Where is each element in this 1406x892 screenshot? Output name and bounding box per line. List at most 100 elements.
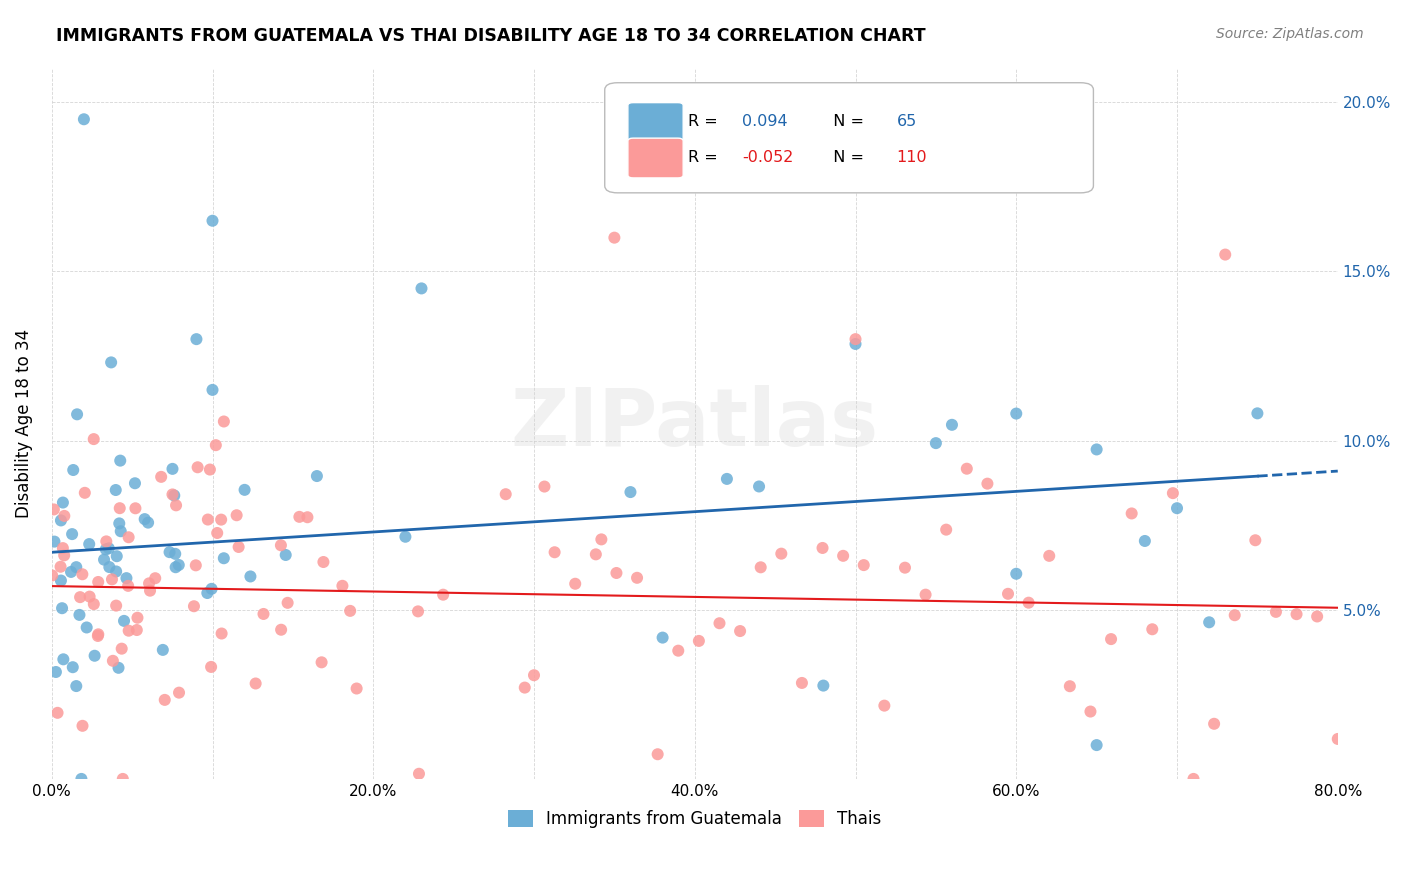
Point bbox=[1005, 566, 1028, 581]
Point bbox=[1182, 772, 1205, 786]
Point bbox=[165, 547, 187, 561]
Point bbox=[107, 661, 129, 675]
Point bbox=[956, 461, 979, 475]
Point bbox=[233, 483, 256, 497]
Point bbox=[165, 560, 187, 574]
Point bbox=[73, 485, 96, 500]
Point bbox=[651, 631, 673, 645]
Point bbox=[60, 527, 83, 541]
Point bbox=[925, 436, 948, 450]
Point bbox=[41, 568, 63, 582]
Text: Source: ZipAtlas.com: Source: ZipAtlas.com bbox=[1216, 27, 1364, 41]
Point bbox=[167, 686, 190, 700]
Point bbox=[914, 588, 936, 602]
Point bbox=[93, 552, 115, 566]
Point bbox=[935, 523, 957, 537]
Point bbox=[274, 548, 297, 562]
Point bbox=[105, 599, 128, 613]
Point bbox=[211, 626, 233, 640]
Point bbox=[277, 596, 299, 610]
Legend: Immigrants from Guatemala, Thais: Immigrants from Guatemala, Thais bbox=[502, 803, 889, 835]
Point bbox=[49, 513, 72, 527]
Point bbox=[66, 407, 89, 421]
Point bbox=[44, 534, 66, 549]
Point bbox=[77, 537, 100, 551]
Point bbox=[748, 479, 770, 493]
Point bbox=[72, 719, 94, 733]
Point bbox=[52, 541, 75, 555]
Point bbox=[495, 487, 517, 501]
Point bbox=[117, 530, 139, 544]
Point bbox=[159, 545, 181, 559]
Point bbox=[1264, 605, 1286, 619]
Point bbox=[1213, 247, 1236, 261]
Point bbox=[167, 558, 190, 572]
Point bbox=[62, 463, 84, 477]
Point bbox=[332, 579, 354, 593]
Point bbox=[1223, 608, 1246, 623]
Point bbox=[603, 230, 626, 244]
Point bbox=[564, 576, 586, 591]
Point bbox=[73, 112, 96, 127]
Point bbox=[97, 541, 120, 556]
Point bbox=[666, 643, 689, 657]
Point bbox=[432, 588, 454, 602]
Point bbox=[94, 542, 117, 557]
Point bbox=[96, 534, 118, 549]
Point bbox=[201, 383, 224, 397]
FancyBboxPatch shape bbox=[605, 83, 1094, 193]
Point bbox=[1204, 716, 1226, 731]
Point bbox=[709, 616, 731, 631]
FancyBboxPatch shape bbox=[628, 103, 683, 143]
Point bbox=[941, 417, 963, 432]
Point bbox=[533, 479, 555, 493]
Point bbox=[312, 555, 335, 569]
Point bbox=[1244, 533, 1267, 548]
Point bbox=[1142, 622, 1164, 636]
Point bbox=[117, 579, 139, 593]
Point bbox=[46, 706, 69, 720]
Point bbox=[87, 627, 110, 641]
Point bbox=[70, 772, 93, 786]
Point bbox=[184, 558, 207, 573]
Point bbox=[53, 549, 76, 563]
Point bbox=[1018, 596, 1040, 610]
Point bbox=[198, 462, 221, 476]
Point bbox=[591, 533, 613, 547]
Point bbox=[305, 469, 328, 483]
Point bbox=[112, 614, 135, 628]
Point bbox=[197, 512, 219, 526]
Point bbox=[288, 509, 311, 524]
Point bbox=[605, 566, 627, 580]
Point bbox=[201, 213, 224, 227]
Point bbox=[49, 559, 72, 574]
Point bbox=[152, 643, 174, 657]
Point bbox=[1285, 607, 1308, 622]
Point bbox=[83, 597, 105, 611]
Point bbox=[394, 530, 416, 544]
Point bbox=[406, 604, 429, 618]
Point bbox=[143, 571, 166, 585]
Point bbox=[813, 679, 835, 693]
Point bbox=[52, 495, 75, 509]
Point bbox=[110, 453, 132, 467]
Text: IMMIGRANTS FROM GUATEMALA VS THAI DISABILITY AGE 18 TO 34 CORRELATION CHART: IMMIGRANTS FROM GUATEMALA VS THAI DISABI… bbox=[56, 27, 927, 45]
Point bbox=[770, 547, 793, 561]
Point bbox=[749, 560, 772, 574]
Point bbox=[619, 485, 641, 500]
Point bbox=[852, 558, 875, 573]
Point bbox=[1198, 615, 1220, 630]
Text: N =: N = bbox=[824, 114, 869, 129]
Point bbox=[832, 549, 855, 563]
Point bbox=[134, 512, 156, 526]
Point bbox=[1133, 533, 1156, 548]
Point bbox=[138, 576, 160, 591]
Point bbox=[523, 668, 546, 682]
Point bbox=[297, 510, 319, 524]
Point bbox=[976, 476, 998, 491]
Point bbox=[1161, 486, 1184, 500]
Point bbox=[101, 654, 124, 668]
Point bbox=[53, 508, 76, 523]
Point bbox=[111, 641, 134, 656]
Point bbox=[108, 516, 131, 531]
